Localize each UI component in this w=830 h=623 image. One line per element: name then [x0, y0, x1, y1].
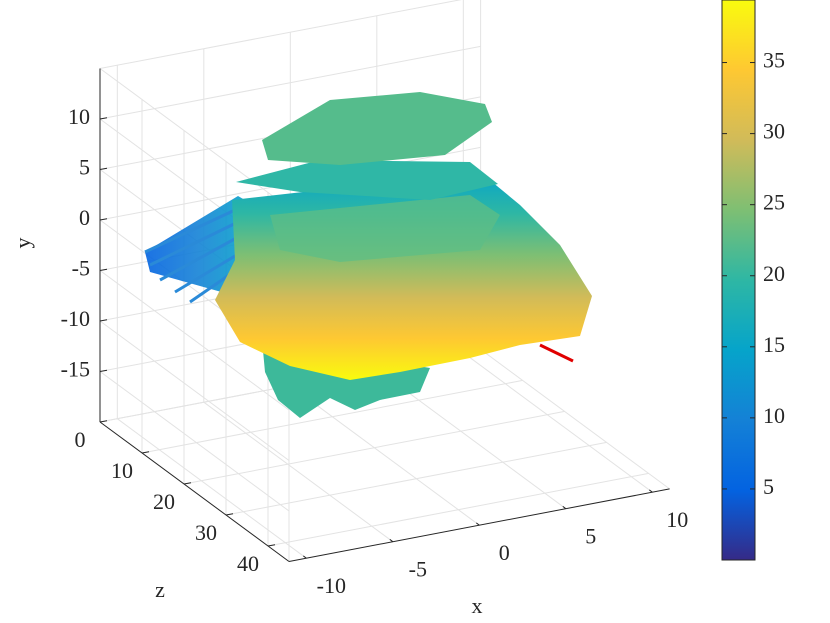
z-tick [267, 544, 276, 547]
x-tick-label: 10 [666, 507, 688, 532]
box-edge [480, 348, 670, 490]
grid-line [117, 418, 307, 559]
surface [144, 92, 592, 418]
x-tick-label: -5 [409, 557, 427, 582]
y-tick [99, 268, 108, 271]
colorbar-tick-label: 30 [763, 119, 785, 144]
y-axis-label: y [10, 238, 35, 249]
z-axis [99, 421, 290, 562]
grid-line [203, 401, 394, 543]
x-tick-label: 5 [585, 524, 596, 549]
z-axis-label: z [155, 577, 165, 602]
y-tick [99, 369, 108, 372]
x-tick [648, 489, 653, 493]
y-tick [99, 117, 108, 120]
surface-fan-streaks [144, 208, 249, 304]
colorbar-tick-label: 25 [763, 190, 785, 215]
z-tick-label: 30 [195, 520, 217, 545]
z-tick [141, 451, 150, 454]
grid-line [99, 371, 290, 512]
colorbar-tick-label: 5 [763, 474, 774, 499]
z-tick-label: 10 [111, 458, 133, 483]
y-tick-label: -10 [61, 306, 90, 331]
colorbar-tick-label: 35 [763, 48, 785, 73]
y-tick-label: -15 [61, 357, 90, 382]
z-tick [225, 513, 234, 516]
grid-line [99, 320, 290, 461]
x-tick [562, 506, 567, 510]
grid-line [267, 472, 649, 547]
y-tick-label: 10 [68, 104, 90, 129]
surface-layer [236, 160, 498, 200]
z-tick-label: 40 [237, 551, 259, 576]
box-edge [99, 68, 290, 209]
red-line [539, 343, 574, 363]
y-tick-label: -5 [72, 256, 90, 281]
x-axis-label: x [472, 593, 483, 618]
x-tick-label: 0 [499, 540, 510, 565]
grid-line [99, 270, 290, 411]
y-tick [99, 218, 108, 221]
y-tick-label: 5 [79, 155, 90, 180]
grid-line [141, 379, 523, 454]
grid-line [463, 352, 653, 493]
grid-line [225, 441, 607, 516]
y-tick [99, 167, 108, 170]
x-tick [389, 539, 394, 543]
colorbar [721, 0, 756, 561]
x-tick-label: -10 [317, 573, 346, 598]
grid-line [290, 385, 480, 526]
z-tick [99, 420, 108, 423]
z-tick-label: 20 [153, 489, 175, 514]
grid-line [99, 45, 481, 120]
x-tick [302, 555, 307, 559]
surface-layer [270, 195, 500, 262]
grid-line [183, 410, 565, 485]
y-tick [99, 319, 108, 322]
axes: -15 -10 -5 0 5 10 0 10 20 30 40 -10 -5 0 5 10 [61, 68, 688, 598]
z-tick-label: 0 [75, 427, 86, 452]
colorbar-tick-label: 15 [763, 332, 785, 357]
y-tick-label: 0 [79, 205, 90, 230]
surface-layer [262, 92, 492, 165]
colorbar-tick-label: 20 [763, 261, 785, 286]
z-tick [183, 482, 192, 485]
colorbar-tick-label: 10 [763, 403, 785, 428]
x-tick [475, 522, 480, 526]
